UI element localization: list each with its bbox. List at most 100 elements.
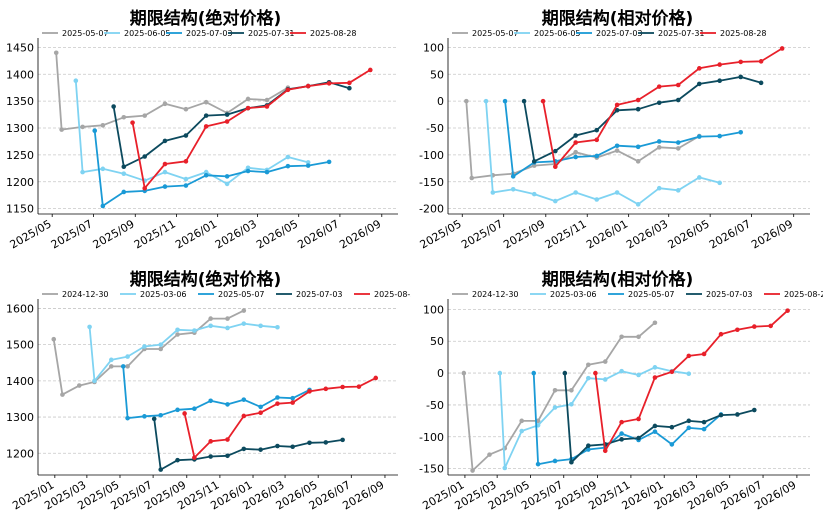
data-point [779,46,785,51]
data-point [290,395,295,401]
x-tick-label: 2026/03 [213,217,259,251]
data-point [696,175,702,180]
data-point [614,190,620,195]
chart-svg: -200-150-100-500501002025/052025/072025/… [418,29,810,251]
data-point [73,78,79,83]
chart-title: 期限结构(相对价格) [541,9,694,29]
data-point [569,459,574,465]
data-point [464,98,469,104]
data-point [162,138,168,144]
data-point [573,133,578,138]
data-point [130,120,135,125]
data-point [540,98,546,104]
data-point [275,324,280,330]
data-point [738,130,744,135]
data-point [635,144,641,150]
data-point [701,426,707,432]
data-point [275,401,280,406]
data-point [373,375,379,381]
data-point [125,354,130,359]
data-point [656,100,662,106]
data-point [519,418,525,424]
x-tick-label: 2025/09 [91,217,137,251]
data-point [142,185,148,191]
x-tick-label: 2026/07 [295,217,341,251]
y-tick-label: 50 [430,68,444,81]
chart-panel-bottom-left: 期限结构(绝对价格) 1200 1300 1400 1500 1600 2025/01 20… [0,261,411,522]
data-point [461,370,467,376]
data-point [76,383,82,388]
data-point [203,173,209,178]
data-point [111,104,116,109]
data-point [285,154,291,160]
data-point [175,457,180,463]
y-tick-label: -100 [419,149,444,162]
y-tick-label: -150 [419,463,444,476]
data-point [531,370,537,376]
data-point [326,81,332,86]
y-tick-label: 100 [423,41,444,54]
data-point [225,437,230,442]
data-point [614,143,620,149]
data-point [258,410,263,416]
data-point [619,334,624,340]
data-point [752,324,757,329]
y-tick-label: 1400 [6,375,34,388]
data-point [182,411,187,416]
data-point [290,444,295,450]
data-point [224,112,230,117]
y-tick-label: 1300 [6,122,34,135]
data-point [636,435,641,441]
data-point [569,401,574,407]
x-tick-label: 2026/01 [173,217,219,251]
data-point [208,454,213,459]
x-tick-label: 2025/05 [418,217,464,251]
series-line-2025-08-28 [542,47,783,168]
data-point [656,185,662,191]
data-point [208,316,213,321]
x-tick-label: 2025/11 [132,217,178,251]
data-point [614,148,620,153]
y-tick-label: 1200 [6,176,34,189]
x-tick-label: 2026/05 [666,217,712,251]
data-point [701,351,707,357]
data-point [203,113,209,118]
y-tick-label: -100 [419,431,444,444]
chart-title: 期限结构(绝对价格) [129,270,282,290]
series-line-2025-07-03 [93,130,330,207]
data-point [192,455,197,460]
data-point [347,85,352,91]
series-line-2024-12-30 [462,322,656,472]
y-tick-label: 0 [437,367,444,380]
data-point [203,169,209,175]
data-point [675,188,681,193]
data-point [752,407,757,413]
x-tick-label: 2026/05 [254,217,300,251]
series-line-2025-05-07 [465,101,700,179]
data-point [323,386,329,392]
data-point [307,440,312,446]
data-point [121,189,127,195]
data-point [323,440,329,445]
data-point [635,202,641,207]
data-point [593,370,598,376]
legend-label: 2025-05-07 [472,29,519,38]
data-point [594,137,600,143]
data-point [162,101,168,107]
series-line-2025-05-07 [55,52,289,131]
legend-label: 2025-05-07 [62,29,109,38]
y-tick-label: 1200 [6,447,34,460]
legend-label: 2025-07-31 [658,29,705,38]
data-point [109,364,114,369]
data-point [208,439,213,444]
data-point [109,357,114,363]
data-point [502,465,508,471]
data-point [652,320,658,326]
data-point [241,413,247,419]
legend-label: 2025-07-03 [596,29,643,38]
data-point [183,183,189,188]
chart-panel-top-left: 期限结构(绝对价格) 1150 1200 1250 1300 1350 1400 1450 2… [0,0,411,261]
y-tick-label: 1150 [6,203,34,216]
data-point [497,370,503,376]
data-point [290,400,295,405]
